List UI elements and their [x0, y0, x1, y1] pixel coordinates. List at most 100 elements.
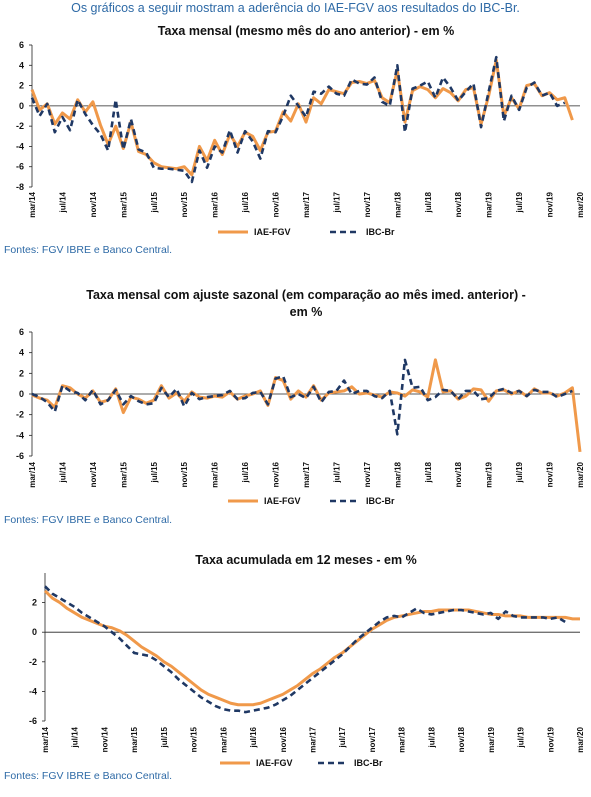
x-tick-label: nov/16 [279, 726, 288, 752]
chart-monthly-sa-source: Fontes: FGV IBRE e Banco Central. [4, 514, 173, 526]
y-tick-label: 2 [32, 598, 37, 608]
x-tick-label: jul/14 [71, 726, 80, 748]
y-tick-label: 0 [32, 627, 37, 637]
x-tick-label: jul/19 [515, 191, 524, 213]
x-tick-label: jul/14 [58, 191, 67, 213]
x-tick-label: mar/17 [309, 726, 318, 752]
legend-label: IBC-Br [354, 758, 383, 768]
y-tick-label: 0 [19, 101, 24, 111]
x-tick-label: nov/16 [272, 461, 281, 487]
chart-title: em % [290, 305, 323, 319]
y-tick-label: -4 [29, 686, 37, 696]
x-tick-label: jul/18 [424, 461, 433, 483]
x-tick-label: jul/17 [338, 726, 347, 748]
legend-label: IBC-Br [366, 227, 395, 237]
y-tick-label: -6 [16, 451, 24, 461]
x-tick-label: jul/16 [241, 191, 250, 213]
chart-monthly-yoy-source: Fontes: FGV IBRE e Banco Central. [4, 244, 173, 256]
x-tick-label: jul/19 [515, 461, 524, 483]
x-tick-label: mar/15 [119, 191, 128, 217]
chart-title: Taxa mensal com ajuste sazonal (em compa… [86, 288, 526, 302]
x-tick-label: nov/18 [454, 461, 463, 487]
x-tick-label: mar/16 [211, 191, 220, 217]
y-tick-label: -6 [16, 162, 24, 172]
chart-accum-12m-svg: Taxa acumulada em 12 meses - em % -6 -4 -2 0… [29, 553, 585, 768]
y-tick-label: 2 [19, 368, 24, 378]
series-line-iae-fgv [31, 358, 582, 453]
x-tick-label: mar/14 [28, 191, 37, 217]
x-tick-label: nov/14 [89, 191, 98, 217]
x-tick-label: jul/15 [160, 726, 169, 748]
chart-accum-12m: Taxa acumulada em 12 meses - em % -6 -4 -2 0… [0, 550, 591, 795]
x-tick-label: nov/18 [454, 191, 463, 217]
y-tick-label: 4 [19, 348, 24, 358]
legend-label: IAE-FGV [256, 758, 293, 768]
x-tick-label: mar/15 [130, 726, 139, 752]
x-tick-label: jul/17 [332, 461, 341, 483]
x-tick-label: mar/19 [487, 726, 496, 752]
x-tick-label: nov/19 [546, 461, 555, 487]
x-tick-label: nov/19 [546, 191, 555, 217]
y-tick-label: -2 [29, 657, 37, 667]
x-tick-label: nov/16 [272, 191, 281, 217]
legend-label: IAE-FGV [254, 227, 291, 237]
x-tick-label: mar/15 [119, 461, 128, 487]
x-tick-label: mar/18 [393, 191, 402, 217]
x-tick-label: jul/15 [150, 461, 159, 483]
x-tick-label: mar/18 [398, 726, 407, 752]
y-tick-label: -4 [16, 141, 24, 151]
y-tick-label: 0 [19, 389, 24, 399]
y-tick-label: 4 [19, 60, 24, 70]
x-tick-label: nov/19 [546, 726, 555, 752]
y-tick-label: 2 [19, 81, 24, 91]
chart-monthly-sa-svg: Taxa mensal com ajuste sazonal (em compa… [16, 288, 585, 506]
x-tick-label: jul/19 [517, 726, 526, 748]
x-tick-label: mar/17 [302, 191, 311, 217]
series-line-ibc-br [30, 55, 566, 184]
x-tick-label: nov/17 [368, 726, 377, 752]
x-tick-label: mar/19 [485, 461, 494, 487]
x-tick-label: mar/18 [393, 461, 402, 487]
x-tick-label: jul/15 [150, 191, 159, 213]
x-tick-label: jul/16 [241, 461, 250, 483]
legend-label: IBC-Br [366, 496, 395, 506]
y-tick-label: -2 [16, 410, 24, 420]
x-tick-label: nov/14 [100, 726, 109, 752]
x-tick-label: mar/20 [576, 191, 585, 217]
x-tick-label: mar/19 [485, 191, 494, 217]
y-tick-label: -2 [16, 121, 24, 131]
x-tick-label: jul/18 [427, 726, 436, 748]
x-tick-label: mar/20 [576, 726, 585, 752]
chart-monthly-sa: Taxa mensal com ajuste sazonal (em compa… [0, 282, 591, 532]
x-tick-label: nov/17 [363, 461, 372, 487]
y-tick-label: 6 [19, 327, 24, 337]
x-tick-label: nov/15 [190, 726, 199, 752]
chart-title: Taxa mensal (mesmo mês do ano anterior) … [158, 24, 454, 38]
chart-title: Taxa acumulada em 12 meses - em % [195, 553, 416, 567]
x-tick-label: mar/14 [41, 726, 50, 752]
x-tick-label: jul/14 [58, 461, 67, 483]
chart-accum-12m-source: Fontes: FGV IBRE e Banco Central. [4, 770, 173, 782]
y-tick-label: 6 [19, 40, 24, 50]
x-tick-label: nov/17 [363, 191, 372, 217]
x-tick-label: mar/14 [28, 461, 37, 487]
x-tick-label: jul/18 [424, 191, 433, 213]
x-tick-label: mar/16 [211, 461, 220, 487]
series-line-ibc-br [31, 358, 573, 436]
x-tick-label: nov/15 [180, 191, 189, 217]
series-line-iae-fgv [43, 589, 580, 707]
x-tick-label: jul/17 [332, 191, 341, 213]
x-tick-label: mar/16 [219, 726, 228, 752]
x-tick-label: mar/17 [302, 461, 311, 487]
x-tick-label: jul/16 [249, 726, 258, 748]
x-tick-label: nov/18 [457, 726, 466, 752]
y-tick-label: -8 [16, 182, 24, 192]
intro-text: Os gráficos a seguir mostram a aderência… [71, 1, 520, 15]
chart-monthly-yoy-svg: Taxa mensal (mesmo mês do ano anterior) … [16, 24, 585, 237]
y-tick-label: -4 [16, 430, 24, 440]
x-tick-label: nov/15 [180, 461, 189, 487]
chart-monthly-yoy: Taxa mensal (mesmo mês do ano anterior) … [0, 20, 591, 260]
x-tick-label: nov/14 [89, 461, 98, 487]
series-line-ibc-br [44, 585, 566, 714]
x-tick-label: mar/20 [576, 461, 585, 487]
